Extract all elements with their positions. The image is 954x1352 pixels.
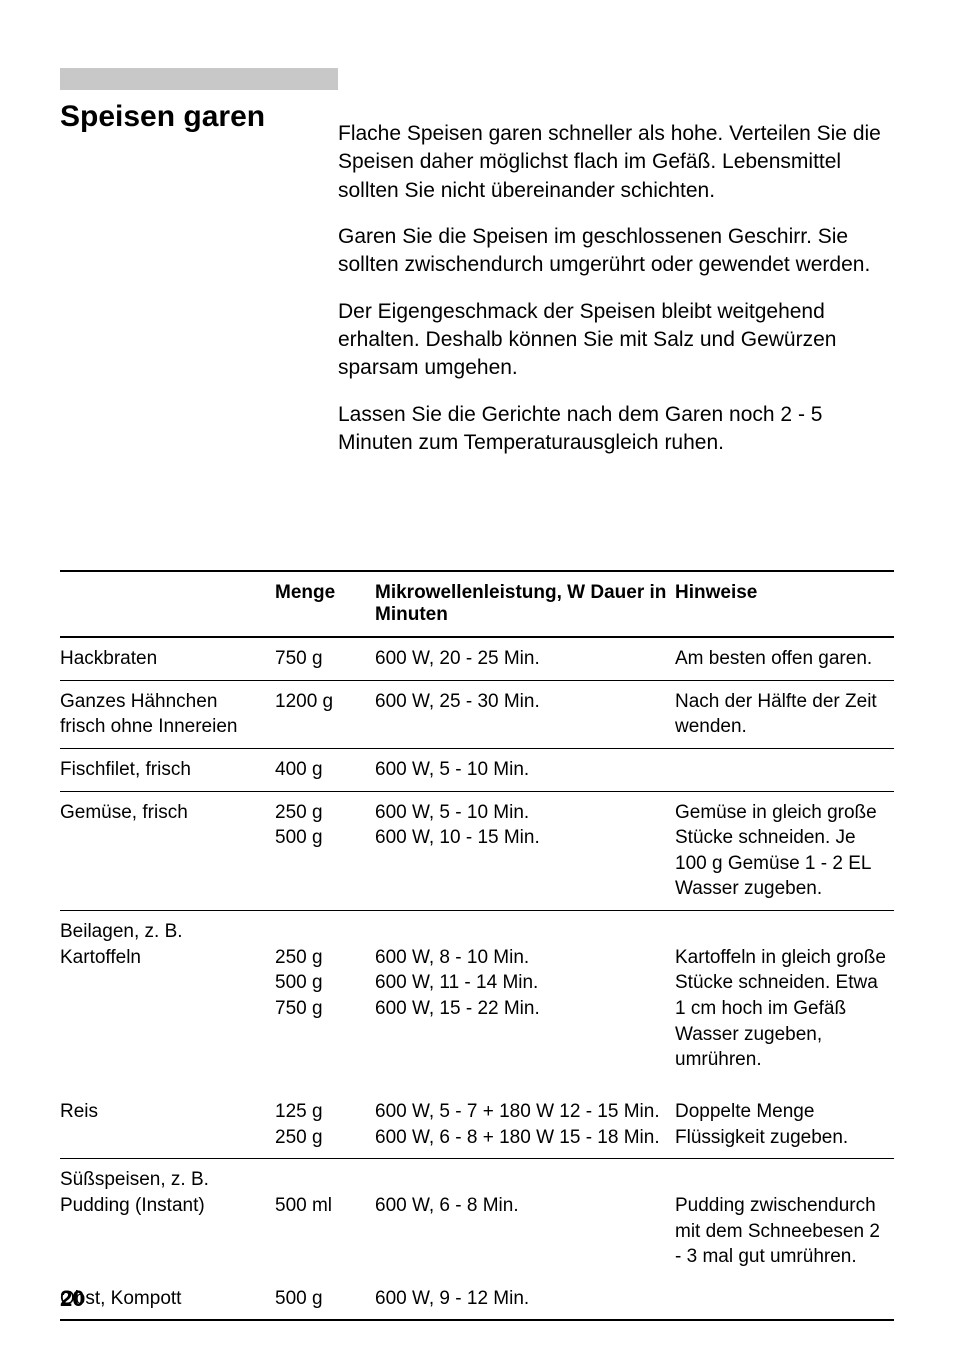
cell-menge: 400 g — [275, 748, 375, 791]
table-row: Hackbraten 750 g 600 W, 20 - 25 Min. Am … — [60, 637, 894, 680]
page-number: 20 — [60, 1286, 84, 1312]
intro-paragraph-3: Der Eigengeschmack der Speisen bleibt we… — [338, 298, 894, 383]
intro-text-block: Flache Speisen garen schneller als hohe.… — [338, 120, 894, 475]
intro-paragraph-1: Flache Speisen garen schneller als hohe.… — [338, 120, 894, 205]
cell-item: Beilagen, z. B. Kartoffeln — [60, 911, 275, 1081]
cell-menge: 500 g — [275, 1278, 375, 1321]
header-empty — [60, 571, 275, 637]
cell-menge: 250 g 500 g 750 g — [275, 911, 375, 1081]
cell-item: Ganzes Hähnchen frisch ohne Innereien — [60, 680, 275, 748]
cell-leistung: 600 W, 5 - 10 Min. — [375, 748, 675, 791]
cell-hinweis — [675, 1278, 894, 1321]
cell-hinweis — [675, 748, 894, 791]
table-row: Beilagen, z. B. Kartoffeln 250 g 500 g 7… — [60, 911, 894, 1081]
cell-leistung: 600 W, 25 - 30 Min. — [375, 680, 675, 748]
cell-menge: 750 g — [275, 637, 375, 680]
table-row: Ganzes Hähnchen frisch ohne Innereien 12… — [60, 680, 894, 748]
intro-paragraph-2: Garen Sie die Speisen im geschlossenen G… — [338, 223, 894, 280]
cell-item: Obst, Kompott — [60, 1278, 275, 1321]
cell-hinweis: Pudding zwischendurch mit dem Schneebese… — [675, 1159, 894, 1278]
cell-item: Fischfilet, frisch — [60, 748, 275, 791]
cell-leistung: 600 W, 6 - 8 Min. — [375, 1159, 675, 1278]
table-body: Hackbraten 750 g 600 W, 20 - 25 Min. Am … — [60, 637, 894, 1320]
cell-menge: 125 g 250 g — [275, 1081, 375, 1159]
cell-menge: 250 g 500 g — [275, 791, 375, 911]
table-row: Gemüse, frisch 250 g 500 g 600 W, 5 - 10… — [60, 791, 894, 911]
cell-leistung: 600 W, 9 - 12 Min. — [375, 1278, 675, 1321]
cell-leistung: 600 W, 5 - 10 Min. 600 W, 10 - 15 Min. — [375, 791, 675, 911]
table-header-row: Menge Mikrowellenleistung, W Dauer in Mi… — [60, 571, 894, 637]
top-accent-bar — [60, 68, 338, 90]
header-menge: Menge — [275, 571, 375, 637]
cell-hinweis: Am besten offen garen. — [675, 637, 894, 680]
header-leistung: Mikrowellenleistung, W Dauer in Minuten — [375, 571, 675, 637]
cooking-table: Menge Mikrowellenleistung, W Dauer in Mi… — [60, 570, 894, 1321]
section-heading: Speisen garen — [60, 100, 265, 134]
cell-item: Süßspeisen, z. B. Pudding (Instant) — [60, 1159, 275, 1278]
table-row: Reis 125 g 250 g 600 W, 5 - 7 + 180 W 12… — [60, 1081, 894, 1159]
cell-item: Hackbraten — [60, 637, 275, 680]
table-row: Fischfilet, frisch 400 g 600 W, 5 - 10 M… — [60, 748, 894, 791]
cell-hinweis: Gemüse in gleich große Stücke schneiden.… — [675, 791, 894, 911]
cell-menge: 1200 g — [275, 680, 375, 748]
cell-leistung: 600 W, 20 - 25 Min. — [375, 637, 675, 680]
cell-leistung: 600 W, 5 - 7 + 180 W 12 - 15 Min. 600 W,… — [375, 1081, 675, 1159]
table-row: Süßspeisen, z. B. Pudding (Instant) 500 … — [60, 1159, 894, 1278]
header-hinweise: Hinweise — [675, 571, 894, 637]
cell-item: Reis — [60, 1081, 275, 1159]
cell-hinweis: Kartoffeln in gleich große Stücke schnei… — [675, 911, 894, 1081]
cell-hinweis: Nach der Hälfte der Zeit wenden. — [675, 680, 894, 748]
cell-leistung: 600 W, 8 - 10 Min. 600 W, 11 - 14 Min. 6… — [375, 911, 675, 1081]
cell-menge: 500 ml — [275, 1159, 375, 1278]
table-row: Obst, Kompott 500 g 600 W, 9 - 12 Min. — [60, 1278, 894, 1321]
cell-item: Gemüse, frisch — [60, 791, 275, 911]
cell-hinweis: Doppelte Menge Flüssigkeit zugeben. — [675, 1081, 894, 1159]
intro-paragraph-4: Lassen Sie die Gerichte nach dem Garen n… — [338, 401, 894, 458]
